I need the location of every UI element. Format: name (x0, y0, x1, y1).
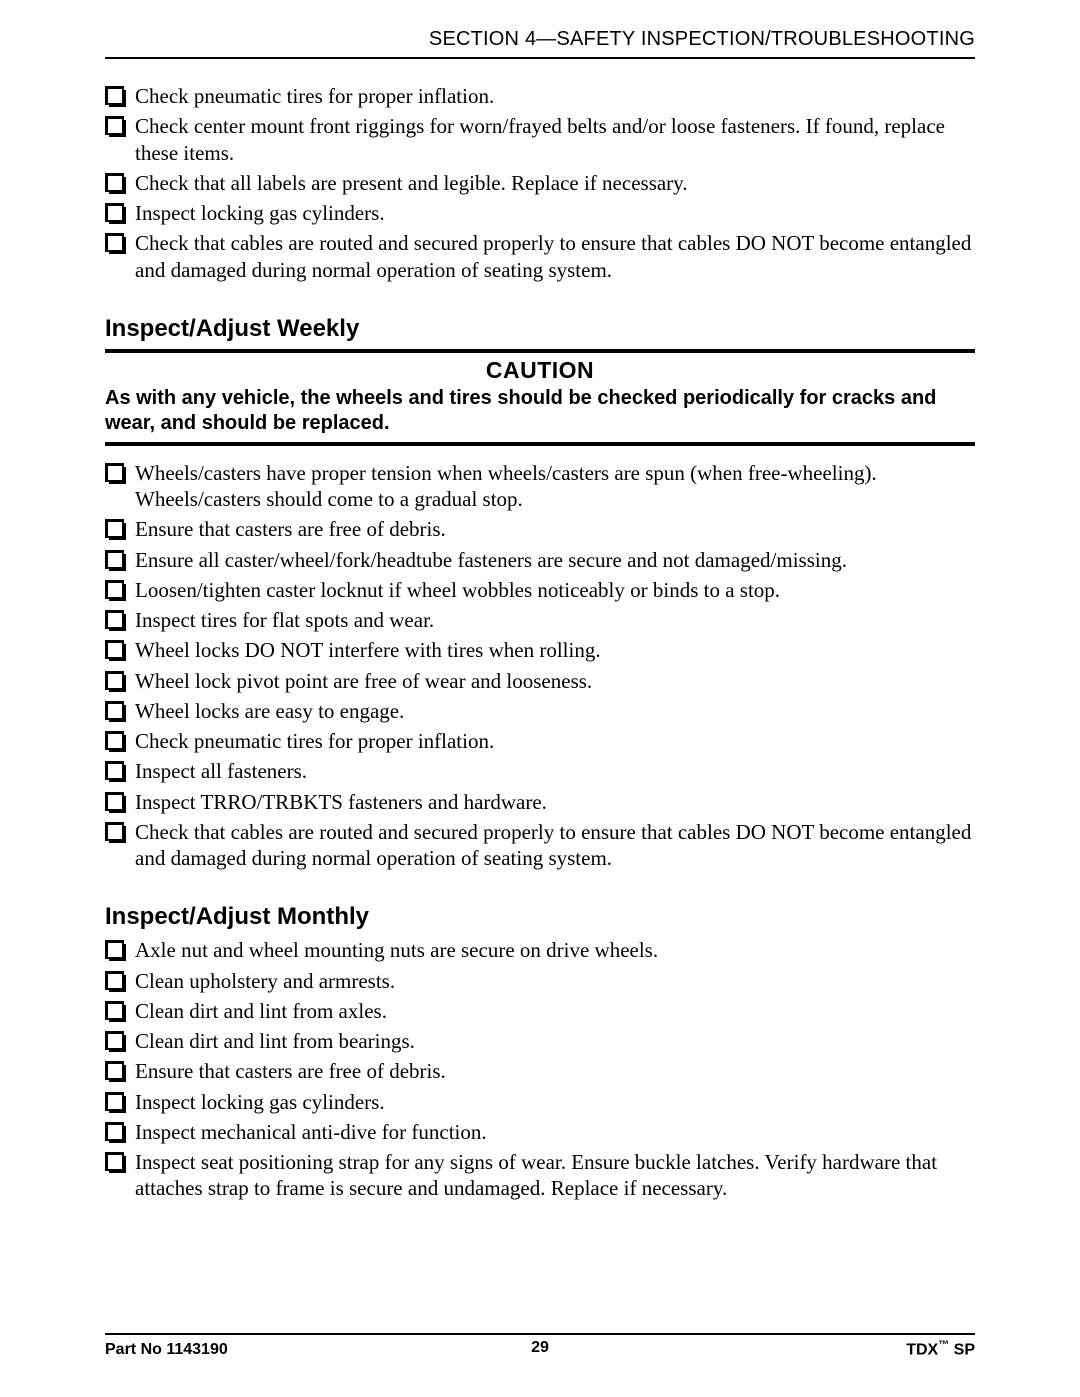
checkbox-icon (105, 1092, 124, 1111)
page-footer: Part No 1143190 29 TDX™ SP (105, 1333, 975, 1359)
checklist-item: Inspect seat positioning strap for any s… (105, 1149, 975, 1202)
checklist-item: Check that cables are routed and secured… (105, 230, 975, 283)
checklist-item: Clean upholstery and armrests. (105, 968, 975, 994)
checklist-text: Wheel locks DO NOT interfere with tires … (135, 638, 601, 662)
footer-page-number: 29 (105, 1339, 975, 1357)
checkbox-icon (105, 1152, 124, 1171)
checklist-text: Clean dirt and lint from axles. (135, 999, 387, 1023)
checkbox-icon (105, 173, 124, 192)
checkbox-icon (105, 116, 124, 135)
page-header: SECTION 4—SAFETY INSPECTION/TROUBLESHOOT… (105, 28, 975, 59)
checklist-text: Ensure that casters are free of debris. (135, 1059, 446, 1083)
checklist-item: Check that cables are routed and secured… (105, 819, 975, 872)
checkbox-icon (105, 1061, 124, 1080)
checklist-item: Inspect TRRO/TRBKTS fasteners and hardwa… (105, 789, 975, 815)
checkbox-icon (105, 731, 124, 750)
checklist-text: Ensure that casters are free of debris. (135, 517, 446, 541)
checkbox-icon (105, 671, 124, 690)
manual-page: SECTION 4—SAFETY INSPECTION/TROUBLESHOOT… (0, 0, 1080, 1397)
checkbox-icon (105, 971, 124, 990)
checkbox-icon (105, 940, 124, 959)
checklist-text: Check that cables are routed and secured… (135, 231, 971, 281)
checklist-text: Check pneumatic tires for proper inflati… (135, 729, 494, 753)
checklist-item: Clean dirt and lint from axles. (105, 998, 975, 1024)
checklist-item: Inspect locking gas cylinders. (105, 200, 975, 226)
checklist-item: Check pneumatic tires for proper inflati… (105, 728, 975, 754)
checklist-item: Ensure all caster/wheel/fork/headtube fa… (105, 547, 975, 573)
checkbox-icon (105, 792, 124, 811)
checklist-text: Inspect TRRO/TRBKTS fasteners and hardwa… (135, 790, 547, 814)
checkbox-icon (105, 701, 124, 720)
checkbox-icon (105, 463, 124, 482)
monthly-checklist: Axle nut and wheel mounting nuts are sec… (105, 937, 975, 1201)
checklist-text: Clean upholstery and armrests. (135, 969, 395, 993)
checkbox-icon (105, 203, 124, 222)
checklist-text: Inspect locking gas cylinders. (135, 201, 385, 225)
checkbox-icon (105, 580, 124, 599)
caution-title: CAUTION (105, 357, 975, 384)
checklist-item: Check that all labels are present and le… (105, 170, 975, 196)
checklist-text: Inspect all fasteners. (135, 759, 307, 783)
checkbox-icon (105, 1001, 124, 1020)
checkbox-icon (105, 822, 124, 841)
checklist-text: Inspect locking gas cylinders. (135, 1090, 385, 1114)
weekly-heading: Inspect/Adjust Weekly (105, 315, 975, 343)
checklist-item: Inspect locking gas cylinders. (105, 1089, 975, 1115)
initial-checklist: Check pneumatic tires for proper inflati… (105, 83, 975, 283)
section-label: SECTION 4—SAFETY INSPECTION/TROUBLESHOOT… (429, 28, 975, 50)
checklist-text: Check center mount front riggings for wo… (135, 114, 945, 164)
caution-text: As with any vehicle, the wheels and tire… (105, 386, 975, 436)
checklist-text: Check that cables are routed and secured… (135, 820, 971, 870)
checklist-item: Ensure that casters are free of debris. (105, 1058, 975, 1084)
checklist-text: Inspect mechanical anti-dive for functio… (135, 1120, 487, 1144)
checklist-text: Wheels/casters have proper tension when … (135, 461, 877, 511)
checkbox-icon (105, 1122, 124, 1141)
checkbox-icon (105, 86, 124, 105)
checklist-item: Loosen/tighten caster locknut if wheel w… (105, 577, 975, 603)
checklist-text: Check that all labels are present and le… (135, 171, 688, 195)
checklist-text: Loosen/tighten caster locknut if wheel w… (135, 578, 780, 602)
checkbox-icon (105, 610, 124, 629)
checklist-text: Clean dirt and lint from bearings. (135, 1029, 415, 1053)
checklist-item: Clean dirt and lint from bearings. (105, 1028, 975, 1054)
checkbox-icon (105, 519, 124, 538)
checkbox-icon (105, 550, 124, 569)
checklist-text: Wheel lock pivot point are free of wear … (135, 669, 592, 693)
checklist-item: Wheel locks DO NOT interfere with tires … (105, 637, 975, 663)
checklist-item: Inspect mechanical anti-dive for functio… (105, 1119, 975, 1145)
checklist-text: Ensure all caster/wheel/fork/headtube fa… (135, 548, 847, 572)
checklist-item: Axle nut and wheel mounting nuts are sec… (105, 937, 975, 963)
checklist-item: Wheel locks are easy to engage. (105, 698, 975, 724)
checklist-text: Inspect seat positioning strap for any s… (135, 1150, 937, 1200)
page-body: Check pneumatic tires for proper inflati… (105, 59, 975, 1202)
caution-block: CAUTION As with any vehicle, the wheels … (105, 349, 975, 446)
monthly-heading: Inspect/Adjust Monthly (105, 903, 975, 931)
checkbox-icon (105, 761, 124, 780)
checkbox-icon (105, 640, 124, 659)
checklist-item: Wheels/casters have proper tension when … (105, 460, 975, 513)
checkbox-icon (105, 1031, 124, 1050)
checklist-item: Ensure that casters are free of debris. (105, 516, 975, 542)
checklist-item: Check pneumatic tires for proper inflati… (105, 83, 975, 109)
weekly-checklist: Wheels/casters have proper tension when … (105, 460, 975, 872)
checklist-text: Check pneumatic tires for proper inflati… (135, 84, 494, 108)
checklist-item: Inspect all fasteners. (105, 758, 975, 784)
checklist-text: Axle nut and wheel mounting nuts are sec… (135, 938, 658, 962)
checklist-item: Wheel lock pivot point are free of wear … (105, 668, 975, 694)
checklist-item: Check center mount front riggings for wo… (105, 113, 975, 166)
checklist-item: Inspect tires for flat spots and wear. (105, 607, 975, 633)
checklist-text: Wheel locks are easy to engage. (135, 699, 404, 723)
checklist-text: Inspect tires for flat spots and wear. (135, 608, 434, 632)
checkbox-icon (105, 233, 124, 252)
